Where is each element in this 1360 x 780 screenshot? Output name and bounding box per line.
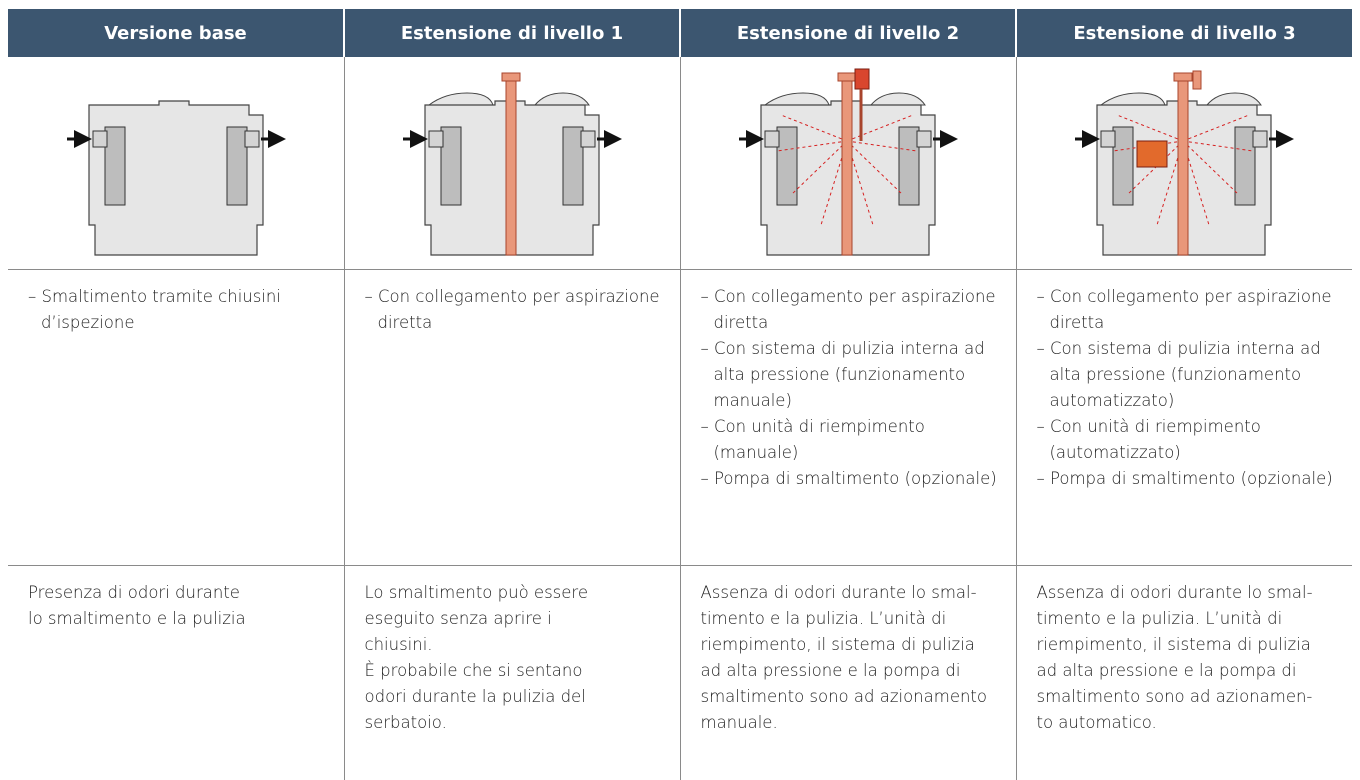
feature-item: – Pompa di smaltimento (opzionale)	[701, 466, 1002, 492]
note-line: Assenza di odori durante lo smal-	[701, 580, 1002, 606]
feature-item: – Con unità di riempimento (manuale)	[701, 414, 1002, 466]
notes-cell: Assenza di odori durante lo smal-timento…	[680, 566, 1016, 780]
note-line: ad alta pressione e la pompa di	[701, 658, 1002, 684]
note-line: È probabile che si sentano	[365, 658, 666, 684]
image-cell	[680, 57, 1016, 270]
feature-item: – Pompa di smaltimento (opzionale)	[1037, 466, 1339, 492]
note-line: manuale.	[701, 710, 1002, 736]
note-line: odori durante la pulizia del	[365, 684, 666, 710]
note-line: Presenza di odori durante	[28, 580, 330, 606]
comparison-table: Versione base Estensione di livello 1 Es…	[8, 9, 1352, 780]
feature-item: – Smaltimento tramite chiusini d’ispezio…	[28, 284, 330, 336]
feature-item: – Con collegamento per aspirazione diret…	[1037, 284, 1339, 336]
header-cell: Versione base	[8, 9, 344, 57]
note-line: chiusini.	[365, 632, 666, 658]
page: Versione base Estensione di livello 1 Es…	[0, 0, 1360, 758]
feature-item: – Con sistema di pulizia interna ad alta…	[1037, 336, 1339, 414]
notes-cell: Assenza di odori durante lo smal-timento…	[1016, 566, 1352, 780]
feature-item: – Con unità di riempimento (automatizzat…	[1037, 414, 1339, 466]
note-line: Lo smaltimento può essere	[365, 580, 666, 606]
note-line: eseguito senza aprire i	[365, 606, 666, 632]
header-cell: Estensione di livello 2	[680, 9, 1016, 57]
note-line: riempimento, il sistema di pulizia	[701, 632, 1002, 658]
image-cell	[1016, 57, 1352, 270]
note-line: lo smaltimento e la pulizia	[28, 606, 330, 632]
tank-illustration	[49, 65, 303, 261]
tank-illustration	[721, 65, 975, 261]
features-row: – Smaltimento tramite chiusini d’ispezio…	[8, 270, 1352, 566]
note-line: Assenza di odori durante lo smal-	[1037, 580, 1339, 606]
features-cell: – Smaltimento tramite chiusini d’ispezio…	[8, 270, 344, 566]
tank-illustration	[1057, 65, 1311, 261]
features-cell: – Con collegamento per aspirazione diret…	[344, 270, 680, 566]
note-line: smaltimento sono ad azionamento	[701, 684, 1002, 710]
note-line: riempimento, il sistema di pulizia	[1037, 632, 1339, 658]
features-cell: – Con collegamento per aspirazione diret…	[680, 270, 1016, 566]
feature-item: – Con collegamento per aspirazione diret…	[365, 284, 666, 336]
note-line: ad alta pressione e la pompa di	[1037, 658, 1339, 684]
note-line: smaltimento sono ad azionamen-	[1037, 684, 1339, 710]
header-cell: Estensione di livello 3	[1016, 9, 1352, 57]
image-row	[8, 57, 1352, 270]
feature-item: – Con collegamento per aspirazione diret…	[701, 284, 1002, 336]
image-cell	[344, 57, 680, 270]
note-line: serbatoio.	[365, 710, 666, 736]
header-row: Versione base Estensione di livello 1 Es…	[8, 9, 1352, 57]
note-line: to automatico.	[1037, 710, 1339, 736]
tank-illustration	[385, 65, 639, 261]
image-cell	[8, 57, 344, 270]
note-line: timento e la pulizia. L’unità di	[701, 606, 1002, 632]
header-cell: Estensione di livello 1	[344, 9, 680, 57]
feature-item: – Con sistema di pulizia interna ad alta…	[701, 336, 1002, 414]
note-line: timento e la pulizia. L’unità di	[1037, 606, 1339, 632]
features-cell: – Con collegamento per aspirazione diret…	[1016, 270, 1352, 566]
